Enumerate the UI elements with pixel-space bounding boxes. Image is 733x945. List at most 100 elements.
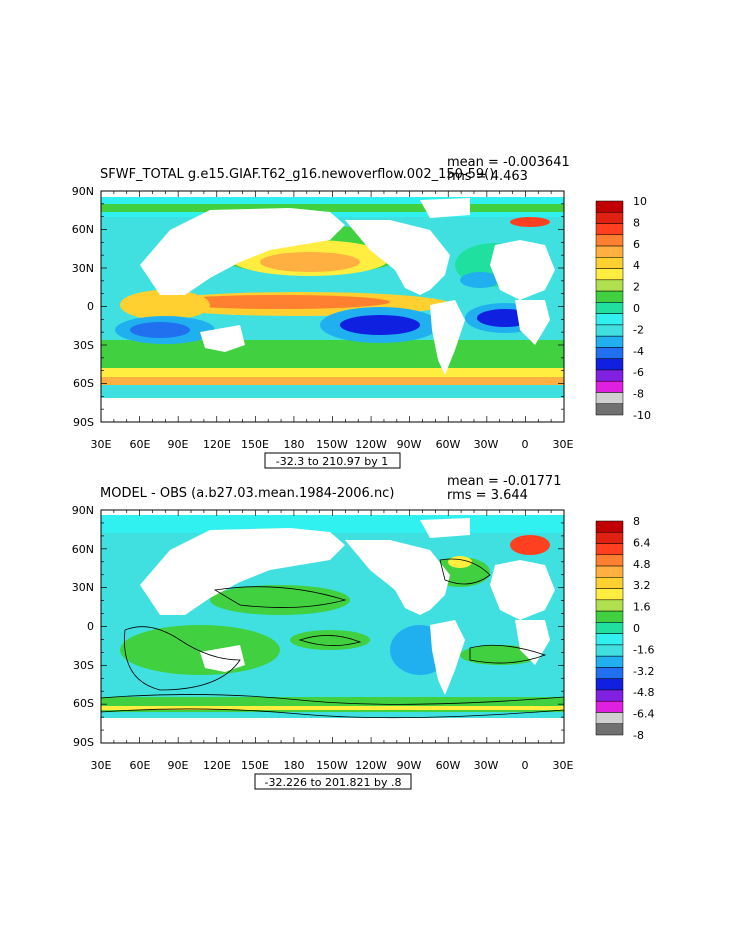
panel-2-lon-labels: 30E 60E 90E 120E 150E 180 150W 120W 90W … [91,759,574,772]
panel-1-lat-label: 30S [73,339,94,352]
colorbar-swatch [595,520,624,533]
panel-1-lon-label: 120W [355,438,387,451]
colorbar-swatch [595,633,624,646]
colorbar-swatch [595,290,624,303]
panel-1-lat-label: 90N [72,185,94,198]
panel-1-lon-label: 180 [284,438,305,451]
panel-1-lon-label: 150W [316,438,348,451]
panel-2-lon-label: 60E [130,759,151,772]
panel-1-rms: rms = 4.463 [447,169,528,184]
colorbar-swatch [595,279,624,292]
panel-2: MODEL - OBS (a.b27.03.mean.1984-2006.nc)… [72,474,654,790]
colorbar-label: 4.8 [633,558,651,571]
colorbar-swatch [595,712,624,724]
colorbar-swatch [595,689,624,702]
colorbar-label: -3.2 [633,665,654,678]
panel-2-lat-label: 60N [72,543,94,556]
colorbar-swatch [595,723,624,736]
panel-1-lon-label: 30W [474,438,499,451]
colorbar-swatch [595,223,624,236]
panel-2-mean: mean = -0.01771 [447,474,561,489]
panel-1: SFWF_TOTAL g.e15.GIAF.T62_g16.newoverflo… [72,155,651,469]
colorbar-swatch [595,369,624,382]
colorbar-label: 1.6 [633,601,651,614]
panel-2-lat-label: 30N [72,581,94,594]
colorbar-swatch [595,324,624,337]
colorbar-swatch [595,392,624,404]
colorbar-swatch [595,599,624,612]
colorbar-swatch [595,543,624,556]
panel-2-map [101,510,564,743]
colorbar-swatch [595,678,624,691]
panel-2-lat-label: 90N [72,504,94,517]
colorbar-swatch [595,622,624,634]
colorbar-swatch [595,268,624,281]
panel-1-lat-label: 30N [72,262,94,275]
panel-1-map [101,191,564,422]
panel-2-range-text: -32.226 to 201.821 by .8 [265,776,402,789]
colorbar-swatch [595,655,624,668]
colorbar-label: -1.6 [633,643,654,656]
panel-1-lon-label: 60W [436,438,461,451]
colorbar-label: 6.4 [633,536,651,549]
panel-2-lon-label: 120E [203,759,231,772]
panel-1-lat-label: 60N [72,223,94,236]
colorbar-label: -6.4 [633,708,654,721]
panel-2-colorbar: 8 6.4 4.8 3.2 1.6 0 -1.6 -3.2 -4.8 -6.4 -8 [595,515,654,742]
panel-1-lon-label: 0 [522,438,529,451]
panel-2-lat-label: 0 [87,620,94,633]
panel-1-title: SFWF_TOTAL g.e15.GIAF.T62_g16.newoverflo… [100,167,494,182]
panel-1-ticks [100,190,565,423]
panel-2-range-box [254,773,412,790]
colorbar-swatch [595,234,624,247]
panel-2-lat-label: 90S [73,736,94,749]
panel-2-title: MODEL - OBS (a.b27.03.mean.1984-2006.nc) [100,486,394,501]
colorbar-swatch [595,532,624,544]
colorbar-label: 0 [633,622,640,635]
panel-1-mean: mean = -0.003641 [447,155,570,170]
colorbar-swatch [595,700,624,713]
panel-2-lat-label: 30S [73,659,94,672]
panel-2-lon-label: 60W [436,759,461,772]
colorbar-label: -4 [633,345,644,358]
panel-1-range-box [264,452,401,469]
colorbar-label: 6 [633,238,640,251]
panel-1-lon-label: 150E [241,438,269,451]
panel-1-lon-label: 60E [130,438,151,451]
panel-1-range-text: -32.3 to 210.97 by 1 [276,455,388,468]
colorbar-label: 4 [633,259,640,272]
colorbar-swatch [595,610,624,623]
colorbar-swatch [595,588,624,601]
colorbar-label: 3.2 [633,579,651,592]
panel-1-lat-label: 90S [73,416,94,429]
colorbar-label: -8 [633,388,644,401]
colorbar-swatch [595,245,624,258]
colorbar-label: 10 [633,195,647,208]
colorbar-label: -6 [633,366,644,379]
panel-1-lon-labels: 30E 60E 90E 120E 150E 180 150W 120W 90W … [91,438,574,451]
panel-1-lon-label: 30E [553,438,574,451]
colorbar-label: 2 [633,281,640,294]
colorbar-swatch [595,313,624,326]
colorbar-label: 8 [633,216,640,229]
panel-1-lat-label: 60S [73,377,94,390]
colorbar-swatch [595,200,624,213]
colorbar-swatch [595,554,624,567]
panel-1-lon-label: 30E [91,438,112,451]
panel-2-lon-label: 30E [91,759,112,772]
colorbar-swatch [595,335,624,348]
colorbar-swatch [595,565,624,578]
colorbar-swatch [595,577,624,589]
panel-1-colorbar: 10 8 6 4 2 0 -2 -4 -6 -8 -10 [595,195,651,422]
panel-1-lat-label: 0 [87,300,94,313]
panel-1-lon-label: 120E [203,438,231,451]
colorbar-swatch [595,347,624,359]
colorbar-swatch [595,380,624,393]
panel-2-lon-label: 30W [474,759,499,772]
colorbar-swatch [595,212,624,224]
panel-2-lon-label: 150W [316,759,348,772]
colorbar-label: -8 [633,729,644,742]
panel-2-lon-label: 0 [522,759,529,772]
panel-2-ticks [100,509,565,744]
colorbar-label: -4.8 [633,686,654,699]
